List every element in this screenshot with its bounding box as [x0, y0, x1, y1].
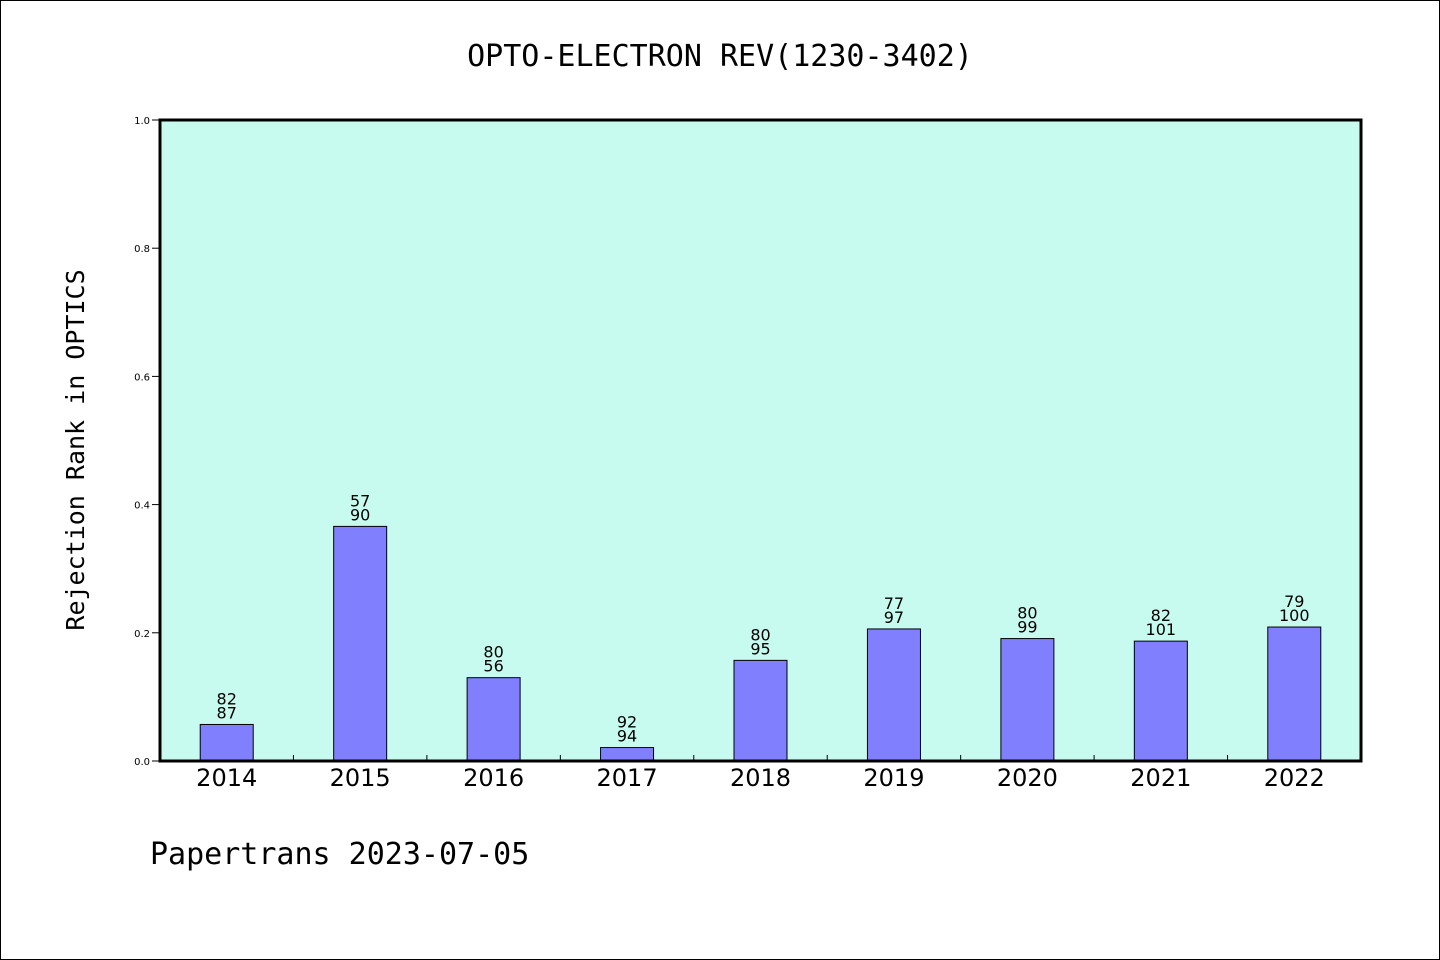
bar-label-top: 80 [750, 625, 770, 644]
y-tick-label: 0.8 [134, 244, 150, 255]
footer-date-stamp: Papertrans 2023-07-05 [150, 837, 529, 872]
bar-label-bottom: 87 [217, 703, 237, 722]
bar-label-top: 82 [1151, 606, 1171, 625]
x-tick-label: 2016 [463, 764, 524, 792]
x-tick-label: 2018 [730, 764, 791, 792]
bar-2022 [1267, 626, 1322, 762]
bar-label-bottom: 101 [1146, 620, 1177, 639]
bar-label-bottom: 97 [884, 608, 904, 627]
bar-label-bottom: 90 [350, 505, 370, 524]
bar-2020 [1000, 638, 1055, 762]
x-tick-label: 2019 [863, 764, 924, 792]
bar-2018 [733, 659, 788, 762]
x-tick-label: 2020 [997, 764, 1058, 792]
bar-label-top: 82 [217, 689, 237, 708]
y-tick-label: 0.4 [134, 501, 150, 512]
x-tick-label: 2014 [196, 764, 257, 792]
bar-2021 [1133, 640, 1188, 762]
x-tick-label: 2017 [597, 764, 658, 792]
bar-label-bottom: 95 [750, 639, 770, 658]
y-tick-label: 0.2 [134, 629, 150, 640]
bar-2015 [333, 525, 388, 762]
bar-2014 [199, 723, 254, 762]
chart-title: OPTO-ELECTRON REV(1230-3402) [467, 39, 973, 74]
bars [199, 525, 1322, 762]
bar-label-bottom: 100 [1279, 606, 1310, 625]
x-axis-ticks: 2014 2015 2016 2017 2018 2019 2020 2021 2022 [196, 755, 1325, 792]
x-tick-label: 2021 [1130, 764, 1191, 792]
bar-2016 [466, 677, 521, 762]
y-axis-ticks: 0.0 0.2 0.4 0.6 0.8 1.0 [134, 116, 160, 768]
bar-label-top: 92 [617, 713, 637, 732]
bar-label-top: 77 [884, 594, 904, 613]
bar-label-top: 79 [1284, 592, 1304, 611]
bar-label-top: 80 [1017, 604, 1037, 623]
bar-label-bottom: 99 [1017, 618, 1037, 637]
x-tick-label: 2015 [330, 764, 391, 792]
bar-label-top: 57 [350, 491, 370, 510]
bar-2019 [866, 628, 921, 762]
plot-border [158, 118, 1363, 763]
bar-2017 [600, 747, 655, 762]
bar-label-bottom: 56 [483, 657, 503, 676]
y-axis-label: Rejection Rank in OPTICS [61, 269, 90, 630]
y-tick-label: 0.0 [134, 757, 150, 768]
x-tick-label: 2022 [1264, 764, 1325, 792]
bar-label-bottom: 94 [617, 727, 637, 746]
y-tick-label: 1.0 [134, 116, 150, 127]
y-tick-label: 0.6 [134, 372, 150, 383]
bar-label-top: 80 [483, 643, 503, 662]
